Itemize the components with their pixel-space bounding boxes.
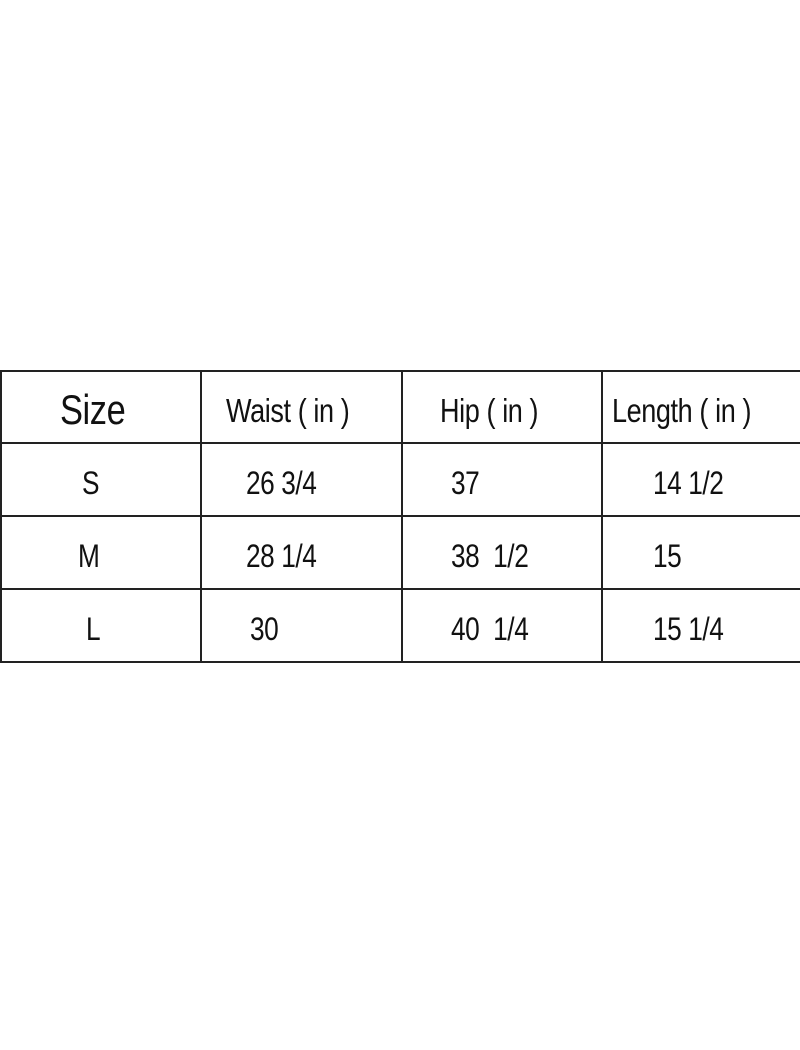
cell-waist: 26 3/4: [246, 465, 317, 501]
header-hip: Hip ( in ): [440, 392, 539, 429]
cell-hip: 40 1/4: [451, 611, 529, 647]
cell-length: 15: [653, 538, 682, 574]
cell-waist: 28 1/4: [246, 538, 317, 574]
cell-size: L: [86, 611, 101, 647]
cell-hip: 38 1/2: [451, 538, 529, 574]
cell-length: 15 1/4: [653, 611, 724, 647]
cell-length: 14 1/2: [653, 465, 724, 501]
table-border-left: [0, 371, 2, 663]
cell-hip: 37: [451, 465, 480, 501]
row-divider: [0, 515, 800, 517]
column-divider: [200, 371, 202, 663]
cell-size: S: [82, 465, 100, 501]
row-divider: [0, 442, 800, 444]
cell-size: M: [78, 538, 100, 574]
table-border-bottom: [0, 661, 800, 663]
header-waist: Waist ( in ): [226, 392, 350, 429]
row-divider: [0, 588, 800, 590]
header-size: Size: [60, 386, 126, 433]
column-divider: [601, 371, 603, 663]
header-length: Length ( in ): [612, 392, 752, 429]
column-divider: [401, 371, 403, 663]
cell-waist: 30: [250, 611, 279, 647]
table-border-top: [0, 370, 800, 372]
